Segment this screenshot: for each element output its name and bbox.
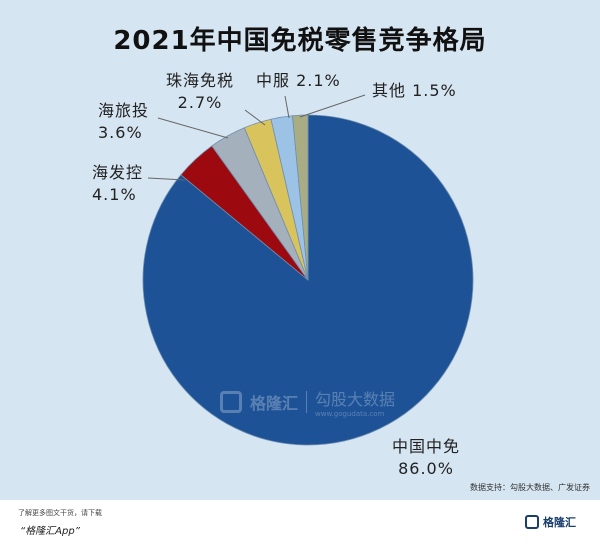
footer: 了解更多图文干货，请下载 “格隆汇App” 格隆汇 (0, 500, 600, 552)
label-hailvtou: 海旅投 3.6% (98, 100, 149, 144)
pie-chart (142, 94, 474, 446)
footer-download-hint: 了解更多图文干货，请下载 (18, 509, 102, 517)
label-hailvtou-name: 海旅投 (98, 101, 150, 120)
footer-logo[interactable]: 格隆汇 (525, 514, 576, 530)
watermark-partner-block: 勾股大数据 www.gogudata.com (315, 386, 395, 418)
leader-line-zhongfu (284, 95, 290, 119)
label-zhuhai: 珠海免税 2.7% (166, 70, 234, 114)
source-note: 数据支持：勾股大数据、广发证券 (470, 483, 590, 492)
label-qita-name: 其他 (372, 81, 407, 100)
label-zhuhai-name: 珠海免税 (166, 71, 235, 90)
label-qita: 其他 1.5% (372, 80, 457, 102)
label-haifakong-name: 海发控 (92, 163, 144, 182)
footer-logo-text: 格隆汇 (543, 516, 576, 529)
label-zhongfu-value: 2.1% (296, 71, 341, 90)
chart-area: 2021年中国免税零售竞争格局 中国中免 86.0% 海发控 4.1% 海旅投 … (92, 26, 590, 492)
watermark-divider (306, 391, 308, 413)
watermark: 格隆汇 勾股大数据 www.gogudata.com (220, 386, 395, 418)
label-zhongmian-name: 中国中免 (392, 437, 461, 456)
label-qita-value: 1.5% (412, 81, 457, 100)
watermark-logo-icon (220, 391, 242, 413)
label-zhongmian-value: 86.0% (398, 459, 454, 478)
label-zhongmian: 中国中免 86.0% (392, 436, 460, 480)
label-haifakong-value: 4.1% (92, 185, 137, 204)
leader-line-hailvtou (157, 117, 229, 139)
leader-line-zhuhai (244, 109, 266, 126)
brand-logo-icon (525, 515, 539, 529)
watermark-brand: 格隆汇 (250, 394, 299, 413)
watermark-partner: 勾股大数据 (315, 390, 396, 409)
slice-qita (292, 114, 309, 281)
label-zhongfu-name: 中服 (256, 71, 291, 90)
label-zhongfu: 中服 2.1% (256, 70, 341, 92)
chart-title: 2021年中国免税零售竞争格局 (113, 26, 487, 56)
leader-line-haifakong (147, 177, 186, 181)
leader-line-qita (299, 94, 366, 118)
footer-app-name[interactable]: “格隆汇App” (20, 526, 80, 537)
label-hailvtou-value: 3.6% (98, 123, 143, 142)
label-haifakong: 海发控 4.1% (92, 162, 143, 206)
label-zhuhai-value: 2.7% (177, 93, 223, 112)
watermark-url: www.gogudata.com (315, 410, 385, 418)
